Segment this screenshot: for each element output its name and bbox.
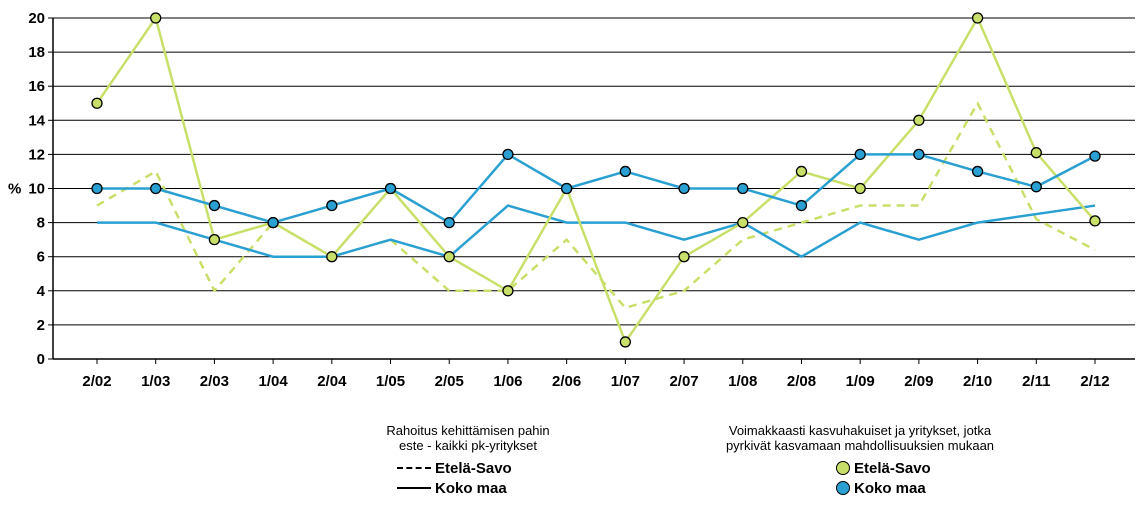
series-3-point-3: [267, 216, 279, 229]
y-axis-ticks: 0 2 4 6 8 10 12 14 16 18 20: [28, 10, 53, 368]
legend-right-title-line1: Voimakkaasti kasvuhakuiset ja yritykset,…: [728, 423, 992, 438]
series-2-point-17: [1089, 215, 1101, 227]
series-3-point-11: [737, 182, 749, 195]
series-3-point-16: [1030, 181, 1042, 193]
x-tick-label-14: 2/09: [904, 373, 933, 390]
x-tick-label-4: 2/04: [317, 373, 347, 390]
series-2-point-7: [502, 285, 514, 297]
x-tick-label-10: 2/07: [669, 373, 698, 390]
x-tick-label-3: 1/04: [259, 373, 289, 390]
series-3-point-13: [854, 148, 866, 161]
series-3-point-14: [913, 148, 925, 161]
legend-right-item-etela-savo: Etelä-Savo: [836, 458, 1020, 478]
series-2-point-16: [1030, 147, 1042, 159]
y-tick-label-14: 14: [28, 112, 45, 129]
y-tick-label-0: 0: [37, 351, 45, 368]
series-line-1: [97, 204, 1096, 258]
y-axis-label: %: [8, 181, 21, 198]
legend-right-label-koko-maa: Koko maa: [854, 479, 926, 497]
y-tick-label-10: 10: [28, 181, 45, 198]
series-2-point-4: [326, 251, 338, 263]
gridlines: [53, 17, 1135, 360]
legend-left-item-koko-maa: Koko maa: [397, 478, 593, 498]
series-2-point-12: [795, 165, 808, 178]
series-2-point-14: [913, 114, 925, 126]
series-3-point-12: [795, 199, 808, 212]
series-3-point-8: [560, 182, 573, 195]
series-line-3: [97, 153, 1096, 224]
x-tick-label-17: 2/12: [1080, 373, 1109, 390]
x-tick-label-7: 1/06: [493, 373, 522, 390]
y-tick-label-6: 6: [37, 249, 45, 266]
x-tick-label-11: 1/08: [728, 373, 757, 390]
green-dot-swatch: [836, 461, 850, 475]
x-tick-label-13: 1/09: [846, 373, 875, 390]
legend-left: Rahoitus kehittämisen pahin este - kaikk…: [343, 423, 593, 498]
y-tick-label-2: 2: [37, 317, 45, 334]
series-3-point-4: [326, 199, 338, 212]
x-tick-label-1: 1/03: [141, 373, 170, 390]
y-tick-label-12: 12: [28, 146, 45, 163]
y-tick-label-16: 16: [28, 78, 45, 95]
x-tick-label-12: 2/08: [787, 373, 816, 390]
series-3-point-1: [150, 182, 162, 195]
legend-right-title-line2: pyrkivät kasvamaan mahdollisuuksien muka…: [725, 438, 995, 453]
x-axis-ticks: 2/02 1/03 2/03 1/04 2/04 1/05 2/05 1/06 2/06 1/07…: [82, 359, 1110, 390]
legend-left-title: Rahoitus kehittämisen pahin este - kaikk…: [343, 423, 593, 453]
y-tick-label-20: 20: [28, 10, 45, 27]
series-lines: [95, 16, 1096, 344]
x-tick-label-15: 2/10: [963, 373, 992, 390]
series-2-point-11: [737, 216, 749, 229]
series-3-point-0: [91, 182, 103, 195]
axes: [52, 18, 1135, 360]
series-2-point-2: [208, 233, 221, 246]
legend-right-item-koko-maa: Koko maa: [836, 478, 1020, 498]
series-3-point-7: [502, 148, 514, 161]
legend-left-title-line2: este - kaikki pk-yritykset: [399, 438, 537, 453]
series-3-point-6: [443, 216, 455, 229]
series-3-point-2: [208, 199, 221, 212]
series-2-point-1: [150, 12, 162, 24]
series-2-point-9: [619, 336, 632, 348]
legend-left-label-etela-savo: Etelä-Savo: [435, 459, 512, 477]
series-2-point-0: [91, 97, 103, 109]
legend-right: Voimakkaasti kasvuhakuiset ja yritykset,…: [700, 423, 1020, 498]
series-3-point-5: [384, 182, 397, 195]
legend-right-label-etela-savo: Etelä-Savo: [854, 459, 931, 477]
legend-left-item-etela-savo: Etelä-Savo: [397, 458, 593, 478]
series-2-point-10: [678, 251, 690, 263]
x-tick-label-9: 1/07: [611, 373, 640, 390]
blue-dot-swatch: [836, 481, 850, 495]
series-2-point-15: [971, 12, 984, 24]
series-3-point-10: [678, 182, 690, 195]
legend-left-title-line1: Rahoitus kehittämisen pahin: [386, 423, 550, 438]
dashed-line-swatch: [397, 467, 431, 469]
series-2-point-13: [854, 182, 866, 195]
x-tick-label-5: 1/05: [376, 373, 405, 390]
legend-right-title: Voimakkaasti kasvuhakuiset ja yritykset,…: [700, 423, 1020, 453]
solid-line-swatch: [397, 487, 431, 489]
series-line-0: [96, 102, 1096, 310]
y-tick-label-8: 8: [37, 215, 45, 232]
series-line-2: [95, 16, 1096, 344]
series-markers: [91, 12, 1101, 348]
series-3-point-9: [619, 165, 632, 178]
y-tick-label-4: 4: [37, 283, 46, 300]
x-tick-label-6: 2/05: [435, 373, 464, 390]
series-3-point-15: [971, 165, 984, 178]
series-3-point-17: [1089, 150, 1101, 162]
x-tick-label-8: 2/06: [552, 373, 581, 390]
x-tick-label-16: 2/11: [1022, 373, 1050, 390]
series-2-point-6: [443, 251, 455, 263]
y-tick-label-18: 18: [28, 44, 45, 61]
legend-left-label-koko-maa: Koko maa: [435, 479, 507, 497]
x-tick-label-0: 2/02: [82, 373, 111, 390]
x-tick-label-2: 2/03: [200, 373, 229, 390]
